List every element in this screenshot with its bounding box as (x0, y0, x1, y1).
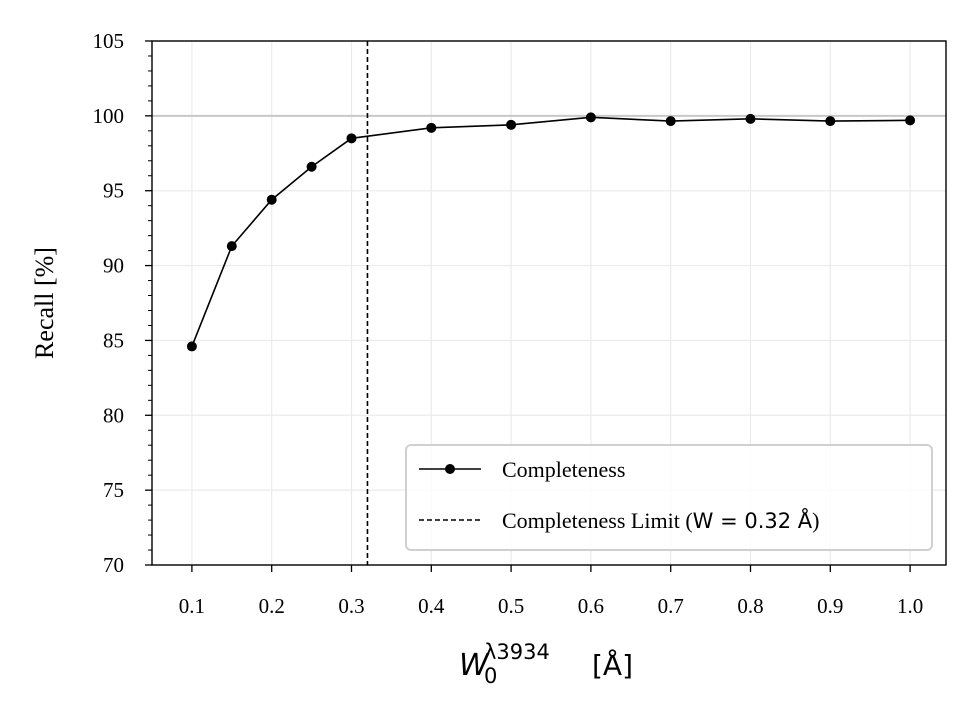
y-axis-label: Recall [%] (30, 247, 59, 359)
x-tick-label: 0.4 (418, 594, 445, 618)
y-tick-label: 85 (103, 328, 124, 352)
x-tick-label: 0.9 (817, 594, 843, 618)
data-point (426, 122, 437, 133)
data-point (226, 241, 237, 252)
series-line-completeness (191, 116, 911, 347)
series-layer (186, 112, 916, 352)
x-tick-label: 0.1 (179, 594, 205, 618)
ticks-layer: 0.1 0.2 0.3 0.4 0.5 0.6 0.7 0.8 0.9 1.0 70 75 80 85 90… (93, 29, 924, 618)
legend-limit-label-math: W = 0.32 Å (693, 507, 813, 533)
data-point (266, 194, 277, 205)
x-axis-label: W λ3934 0 [Å] (459, 640, 633, 688)
legend-limit-label-suffix: ) (812, 508, 819, 533)
x-tick-label: 0.6 (578, 594, 604, 618)
reference-lines (152, 41, 946, 565)
y-tick-label: 95 (103, 179, 124, 203)
x-tick-label: 0.5 (498, 594, 524, 618)
x-axis-label-superscript: λ3934 (484, 640, 550, 664)
plot-frame (151, 40, 947, 566)
axes-layer (151, 40, 947, 566)
data-point (346, 133, 357, 144)
x-tick-label: 0.8 (737, 594, 763, 618)
legend-frame (405, 444, 933, 551)
legend-limit-label: Completeness Limit (W = 0.32 Å) (502, 507, 820, 533)
data-point (825, 116, 836, 127)
data-point (665, 116, 676, 127)
y-tick-label: 105 (93, 29, 125, 53)
y-tick-label: 75 (103, 478, 124, 502)
legend-completeness-marker (445, 464, 455, 474)
legend-limit-label-prefix: Completeness Limit ( (502, 508, 693, 533)
legend-completeness-label: Completeness (502, 457, 625, 482)
x-tick-label: 0.2 (259, 594, 285, 618)
data-point (306, 161, 317, 172)
legend: Completeness Completeness Limit (W = 0.3… (405, 444, 933, 551)
data-point (745, 113, 756, 124)
y-tick-label: 70 (103, 553, 124, 577)
x-tick-label: 1.0 (897, 594, 923, 618)
data-point (905, 115, 916, 126)
x-tick-label: 0.7 (658, 594, 684, 618)
y-tick-label: 90 (103, 254, 124, 278)
x-tick-label: 0.3 (338, 594, 364, 618)
y-tick-label: 100 (93, 104, 125, 128)
x-axis-label-unit: [Å] (592, 648, 633, 682)
data-point (585, 112, 596, 123)
x-axis-label-base: W (459, 648, 490, 683)
data-point (506, 119, 517, 130)
y-tick-label: 80 (103, 403, 124, 427)
data-point (186, 341, 197, 352)
x-axis-label-subscript: 0 (484, 664, 497, 688)
